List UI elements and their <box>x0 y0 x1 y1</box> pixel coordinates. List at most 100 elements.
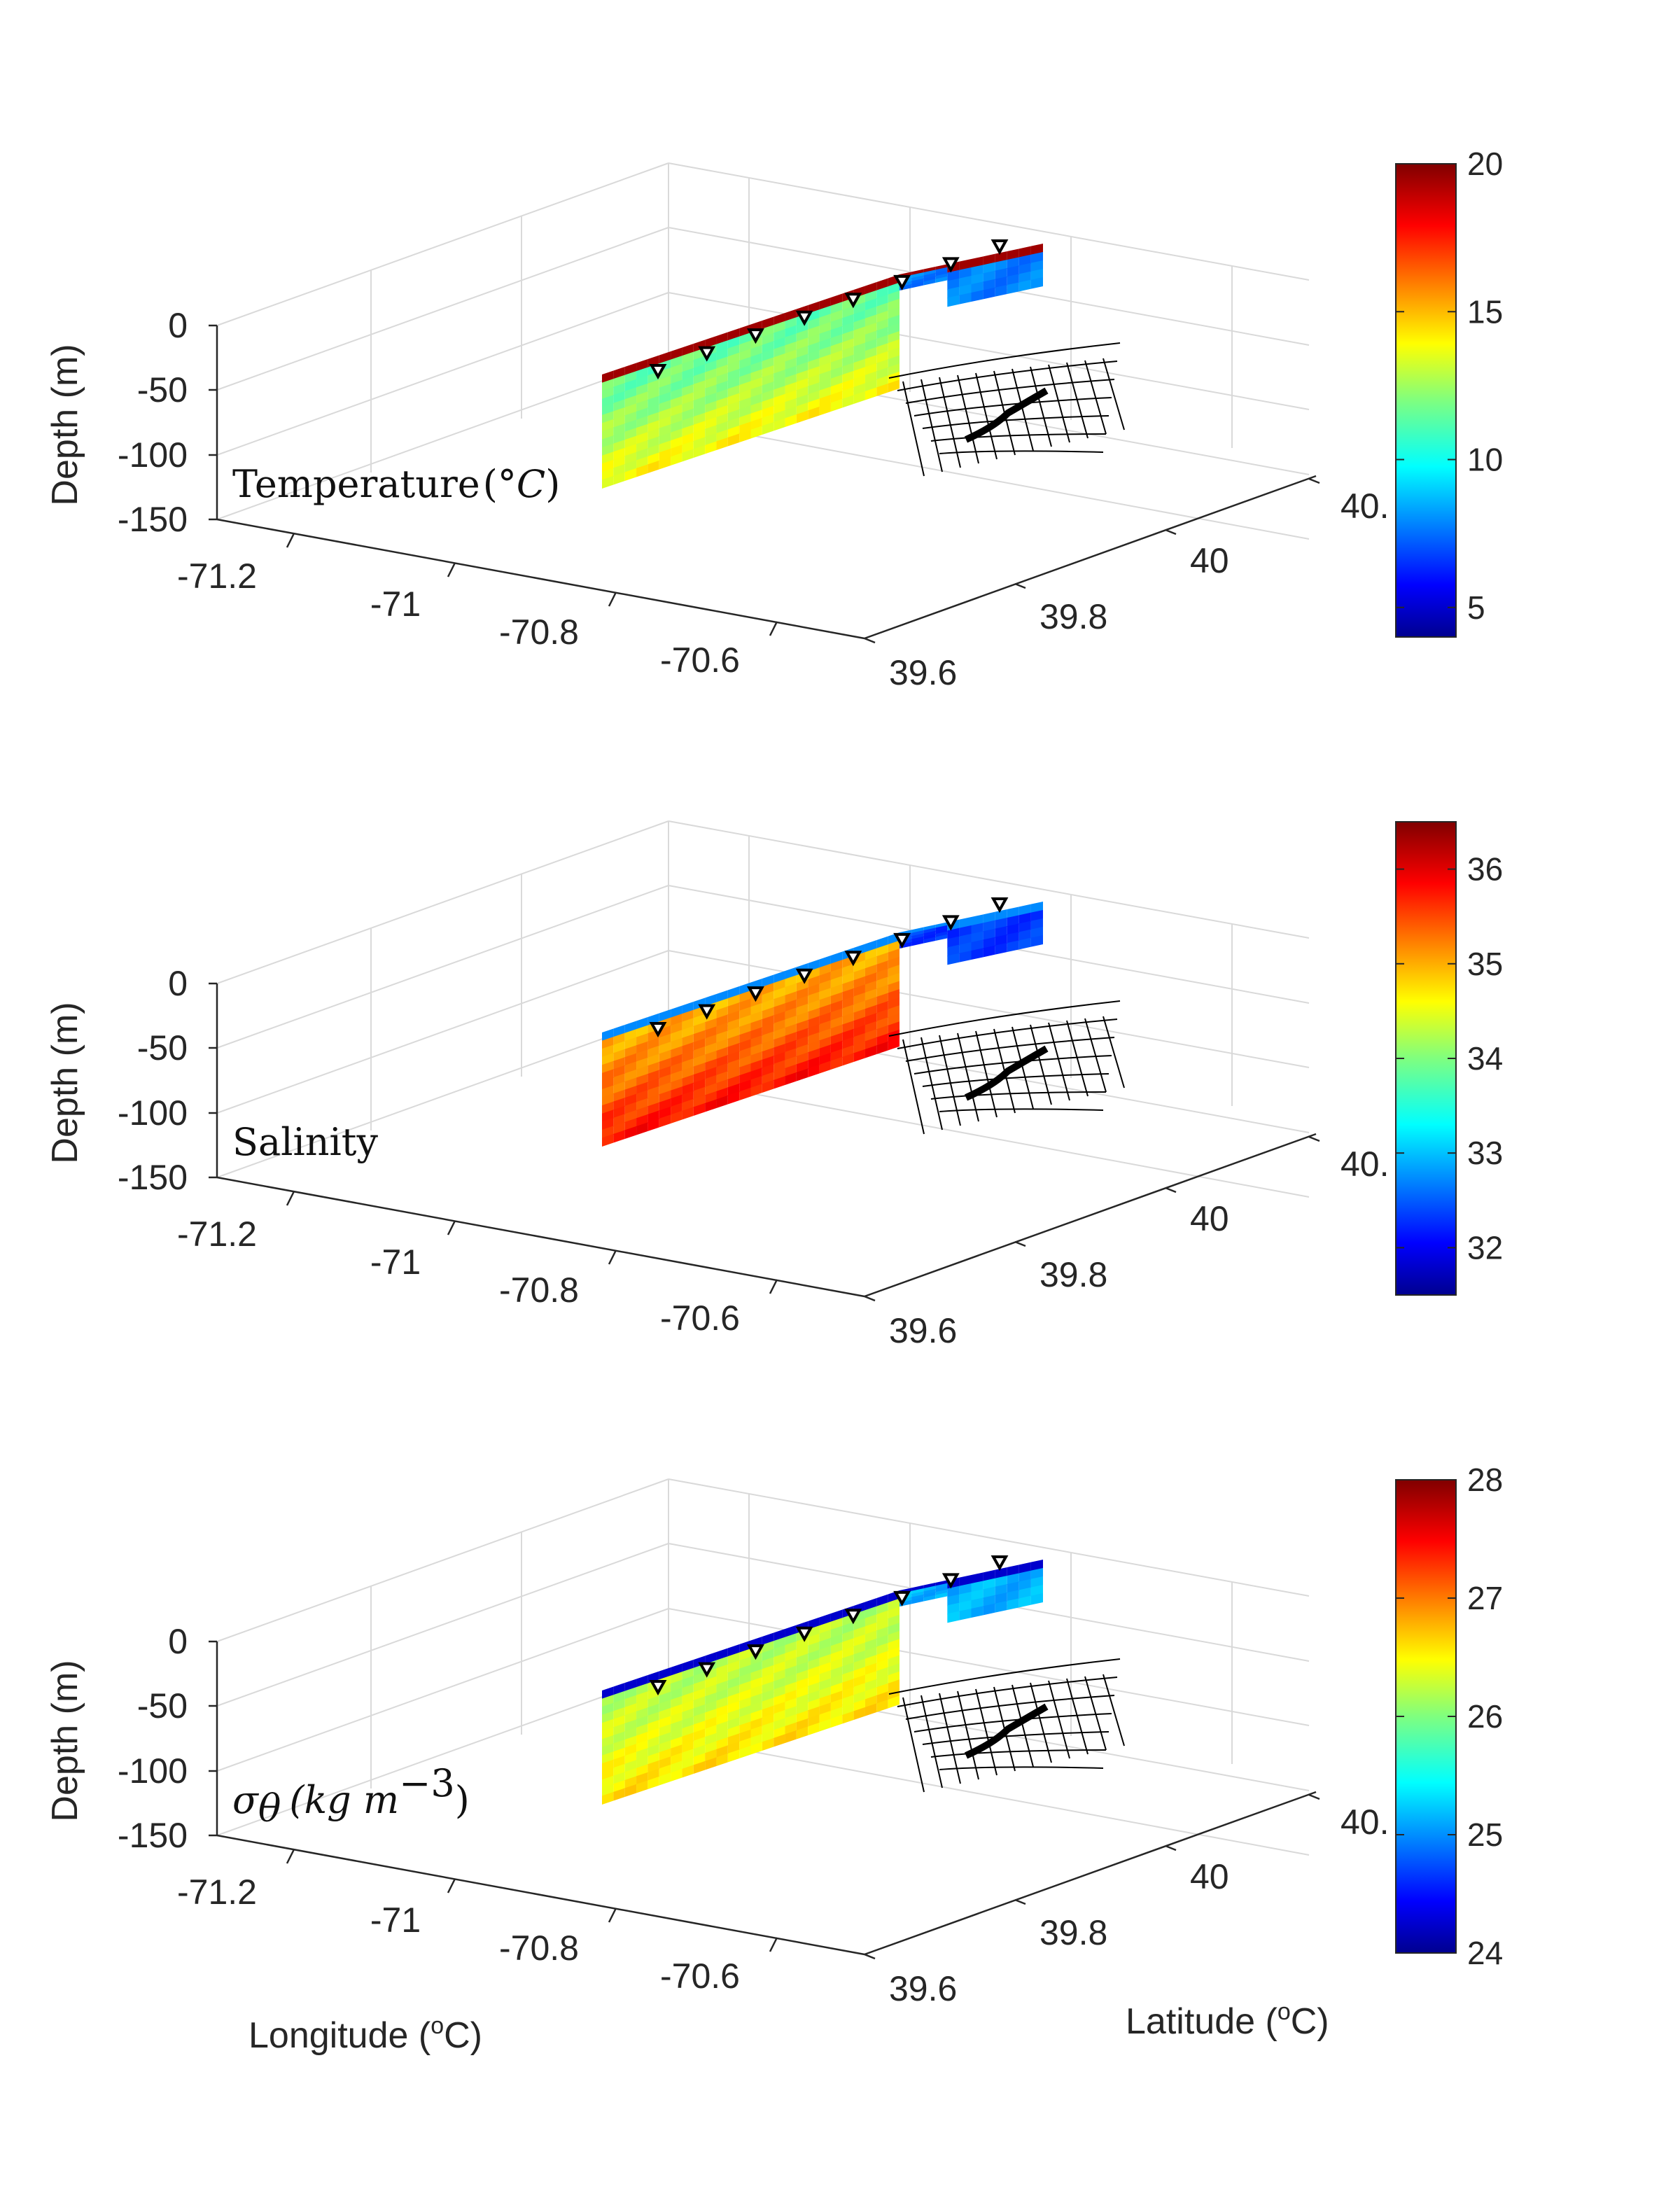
z-tick-label: -100 <box>118 1751 188 1791</box>
section-cell <box>796 410 808 424</box>
section-cell <box>983 920 995 932</box>
section-cell <box>808 1722 820 1735</box>
section-cell <box>911 281 924 288</box>
section-cell <box>923 930 936 937</box>
section-cell <box>923 1595 936 1602</box>
bathymetry-contour <box>964 1045 1049 1101</box>
section-cell <box>1018 254 1031 267</box>
section-cell <box>971 1606 983 1618</box>
z-tick-label: -50 <box>137 370 188 410</box>
section-cell <box>1030 1576 1043 1588</box>
station-marker-icon <box>844 1609 862 1625</box>
station-marker-icon <box>893 932 911 948</box>
station-marker-icon <box>941 915 960 931</box>
section-cell <box>935 925 948 932</box>
section-cell <box>911 1588 924 1595</box>
panel-density: 0 -50 -100 -150 Depth (m) -71.2 -71 -70.… <box>45 1462 1503 2008</box>
section-cell <box>911 1585 924 1592</box>
section-temperature <box>602 239 1125 489</box>
section-density <box>602 1555 1125 1805</box>
x-tick-label: -71 <box>370 1242 421 1282</box>
colorbar-tick-label: 36 <box>1467 851 1503 888</box>
section-cell <box>750 1742 762 1755</box>
bathymetry-contour <box>964 1703 1049 1759</box>
section-cell <box>739 1745 751 1758</box>
station-marker-icon <box>698 346 716 362</box>
z-tick-label: -100 <box>118 1093 188 1133</box>
section-cell <box>659 1114 671 1128</box>
section-cell <box>959 917 972 929</box>
section-cell <box>971 939 983 951</box>
section-cell <box>1030 252 1043 264</box>
section-cell <box>1018 1587 1031 1600</box>
section-cell <box>1018 1570 1031 1583</box>
section-cell <box>1018 937 1031 950</box>
section-cell <box>983 287 995 300</box>
section-cell <box>947 927 960 940</box>
section-cell <box>624 1126 637 1139</box>
bathymetry-mesh <box>888 342 1125 477</box>
section-cell <box>971 914 983 926</box>
section-cell <box>959 276 972 288</box>
section-cell <box>947 295 960 307</box>
axes-frame <box>216 983 1317 1298</box>
y-axis-label: Latitude (oC) <box>1126 1998 1329 2042</box>
section-cell <box>648 460 659 473</box>
section-cell <box>935 273 948 280</box>
section-cell <box>1030 927 1043 939</box>
section-cell <box>864 1703 877 1716</box>
section-cell <box>923 270 936 276</box>
colorbar-salinity: 32 33 34 35 36 <box>1395 821 1503 1296</box>
x-tick-label: -71.2 <box>177 556 257 596</box>
section-cell <box>935 928 948 935</box>
section-cell <box>947 953 960 965</box>
section-cell <box>935 1592 948 1599</box>
x-ticks: -71.2 -71 -70.8 -70.6 <box>177 1849 778 1996</box>
colorbar-tick-label: 25 <box>1467 1816 1503 1853</box>
section-cell <box>682 449 694 462</box>
section-cell <box>888 1037 899 1051</box>
y-tick-label: 39.6 <box>889 653 957 692</box>
section-cell <box>1018 904 1031 916</box>
station-marker-icon <box>844 951 862 967</box>
section-cell <box>1007 248 1019 260</box>
section-cell <box>705 1757 717 1770</box>
colorbar-density: 24 25 26 27 28 <box>1395 1462 1503 1971</box>
section-cell <box>971 273 983 285</box>
station-marker-icon <box>990 1555 1009 1572</box>
colorbar-gradient <box>1395 1479 1457 1954</box>
section-cell <box>1030 260 1043 272</box>
panel-temperature: 0 -50 -100 -150 Depth (m) -71.2 -71 -70.… <box>45 146 1503 692</box>
x-tick-label: -71 <box>370 1900 421 1940</box>
section-cell <box>935 1589 948 1596</box>
section-cell <box>1018 1578 1031 1591</box>
z-axis-label: Depth (m) <box>45 1002 85 1163</box>
section-cell <box>636 1122 648 1135</box>
section-cell <box>935 270 948 277</box>
section-cell <box>923 276 936 283</box>
y-tick-label: 40 <box>1190 1199 1229 1238</box>
x-tick-label: -70.6 <box>660 1956 740 1996</box>
section-cell <box>923 937 936 944</box>
section-cell <box>971 923 983 934</box>
colorbar-tick-label: 5 <box>1467 589 1485 626</box>
section-cell <box>1018 262 1031 275</box>
section-cell <box>602 475 614 489</box>
section-cell <box>1030 269 1043 281</box>
colorbar-tick-label: 32 <box>1467 1229 1503 1266</box>
y-tick-label: 40. <box>1340 486 1390 526</box>
section-cell <box>959 267 972 279</box>
x-tick-label: -70.8 <box>499 612 579 652</box>
section-cell <box>785 414 797 427</box>
section-cell <box>774 1734 785 1747</box>
section-cell <box>1007 940 1019 952</box>
section-cell <box>959 951 972 962</box>
z-tick-label: 0 <box>168 1622 188 1661</box>
section-cell <box>1030 902 1043 913</box>
axes-frame <box>216 1642 1317 1956</box>
section-cell <box>911 939 924 946</box>
section-cell <box>983 279 995 291</box>
z-tick-label: -50 <box>137 1028 188 1068</box>
y-tick-label: 40 <box>1190 1857 1229 1896</box>
